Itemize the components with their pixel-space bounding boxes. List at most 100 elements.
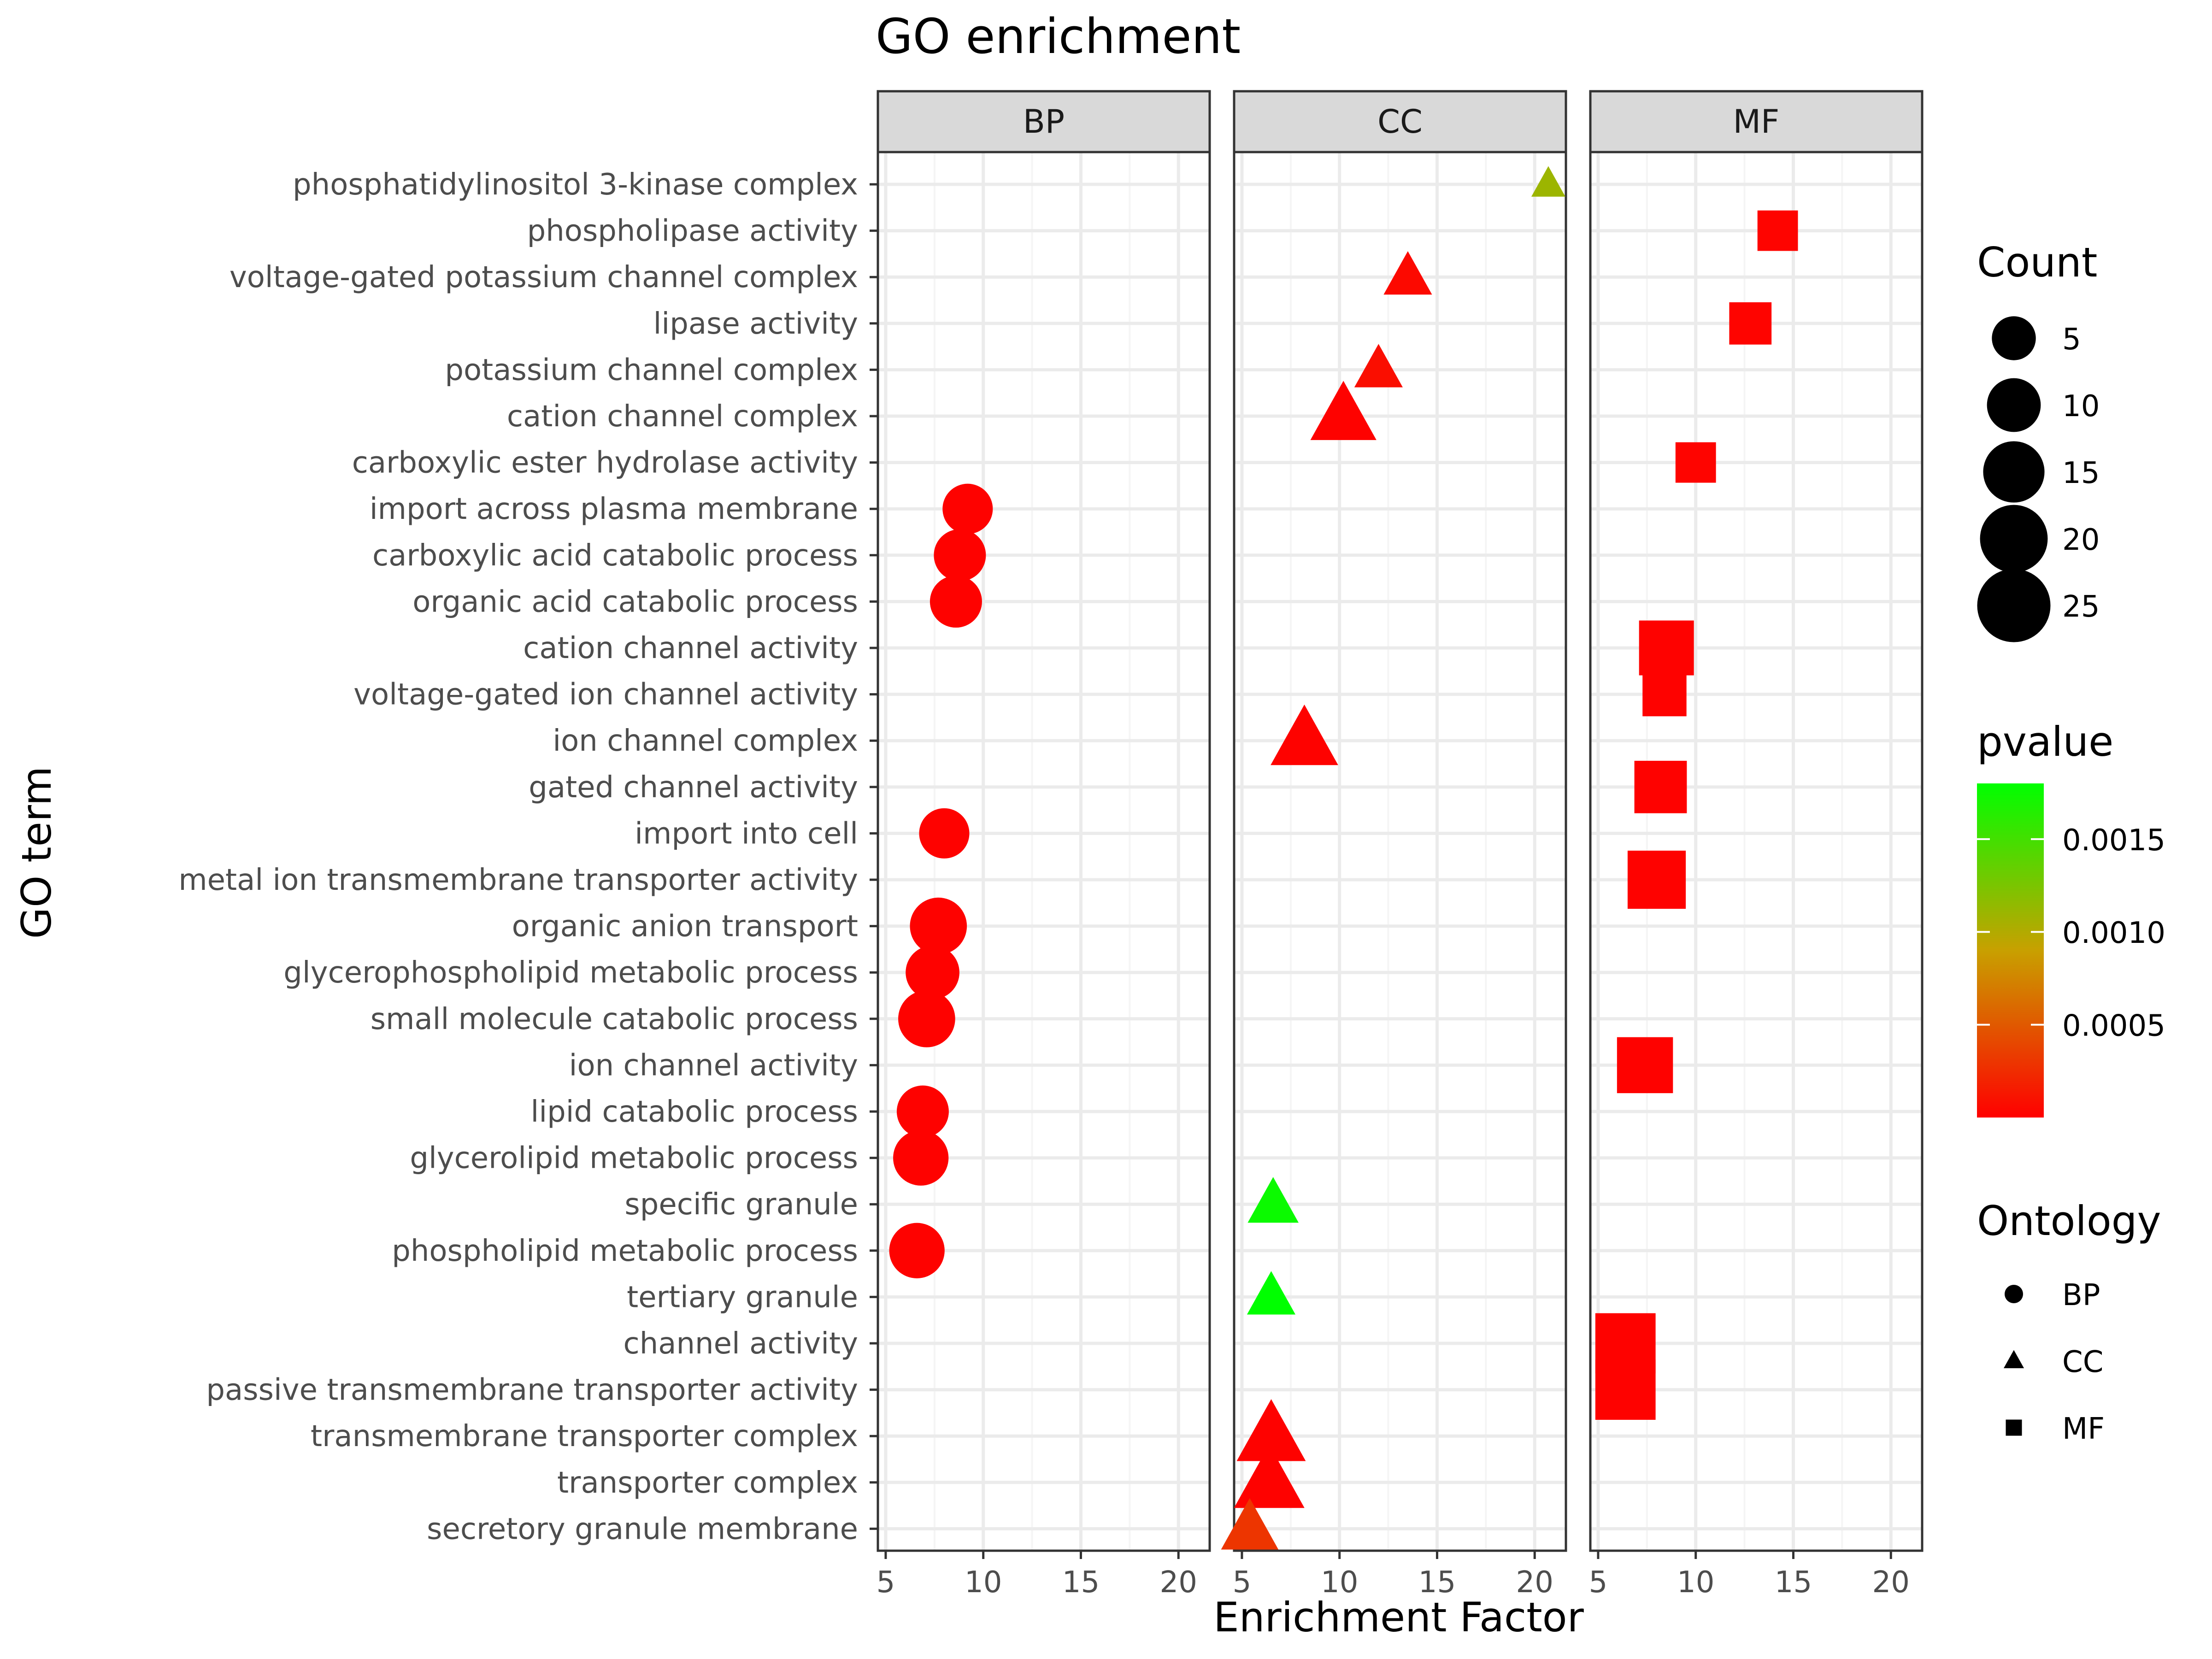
data-point-passive-transmembrane-transporter-activity — [1595, 1359, 1656, 1420]
data-point-tertiary-granule — [1247, 1271, 1296, 1315]
colorbar-tick-label: 0.0015 — [2062, 824, 2165, 858]
facet-strip — [877, 90, 1211, 153]
y-tick-label: lipid catabolic process — [531, 1095, 858, 1129]
data-point-phosphatidylinositol-3-kinase-complex — [1531, 166, 1565, 197]
count-legend-label: 15 — [2062, 456, 2100, 490]
x-tick-label: 5 — [877, 1565, 895, 1600]
x-axis-title: Enrichment Factor — [1213, 1594, 1584, 1641]
data-point-transmembrane-transporter-complex — [1236, 1399, 1306, 1461]
points-mf — [1595, 210, 1798, 1420]
y-tick-label: voltage-gated ion channel activity — [353, 678, 858, 712]
x-tick-label: 5 — [1589, 1565, 1608, 1600]
count-legend: Count 5 10 15 20 25 — [1977, 239, 2100, 642]
data-point-phospholipase-activity — [1757, 210, 1798, 251]
x-tick-label: 20 — [1160, 1565, 1197, 1600]
y-tick-label: carboxylic ester hydrolase activity — [352, 446, 858, 480]
chart-title: GO enrichment — [876, 8, 1241, 65]
y-tick-label: ion channel complex — [553, 724, 858, 758]
facet-panel-bp: BP 5 10 15 20 — [877, 90, 1211, 1600]
y-tick-label: phosphatidylinositol 3-kinase complex — [293, 168, 858, 202]
facet-strip-label: MF — [1733, 103, 1780, 141]
colorbar-tick-label: 0.0005 — [2062, 1009, 2165, 1043]
count-legend-label: 5 — [2062, 323, 2081, 357]
y-tick-label: cation channel complex — [507, 400, 858, 434]
y-tick-label: cation channel activity — [523, 631, 858, 665]
count-legend-key — [1987, 378, 2041, 432]
x-tick-label: 20 — [1516, 1565, 1553, 1600]
data-point-gated-channel-activity — [1634, 760, 1687, 813]
data-point-carboxylic-acid-catabolic-process — [934, 529, 986, 582]
panel-background — [1234, 152, 1566, 1551]
ontology-legend-key-mf — [2006, 1419, 2022, 1436]
ontology-legend-label: MF — [2062, 1412, 2105, 1446]
count-legend-label: 25 — [2062, 590, 2100, 624]
ontology-legend-label: CC — [2062, 1345, 2103, 1379]
data-point-voltage-gated-ion-channel-activity — [1642, 672, 1687, 717]
data-point-import-across-plasma-membrane — [942, 483, 993, 534]
data-point-organic-acid-catabolic-process — [930, 575, 982, 628]
data-point-ion-channel-complex — [1271, 704, 1338, 765]
pvalue-legend-title: pvalue — [1977, 718, 2113, 765]
data-point-glycerophospholipid-metabolic-process — [906, 945, 959, 1000]
y-tick-label: organic acid catabolic process — [412, 585, 858, 619]
data-point-ion-channel-activity — [1617, 1037, 1673, 1094]
data-point-cation-channel-activity — [1639, 620, 1694, 676]
legends: Count 5 10 15 20 25 pvalue 0.0005 0.0010 0.0015 On… — [1977, 239, 2165, 1446]
data-point-organic-anion-transport — [910, 897, 967, 955]
points-cc — [1221, 166, 1565, 1550]
y-tick-label: metal ion transmembrane transporter acti… — [178, 863, 858, 897]
y-axis-tick-labels: phosphatidylinositol 3-kinase complex pho… — [178, 168, 878, 1546]
y-tick-label: import across plasma membrane — [370, 492, 858, 526]
ontology-legend-key-bp — [2005, 1285, 2023, 1303]
y-tick-label: organic anion transport — [512, 910, 858, 944]
y-tick-label: glycerophospholipid metabolic process — [283, 956, 858, 990]
ontology-legend-label: BP — [2062, 1278, 2100, 1312]
data-point-small-molecule-catabolic-process — [898, 990, 955, 1047]
ontology-legend-key-cc — [2003, 1350, 2024, 1368]
y-tick-label: carboxylic acid catabolic process — [372, 539, 858, 573]
data-point-glycerolipid-metabolic-process — [893, 1130, 949, 1186]
x-tick-label: 10 — [965, 1565, 1002, 1600]
x-tick-label: 10 — [1321, 1565, 1358, 1600]
facet-strip-label: CC — [1377, 103, 1423, 141]
data-point-secretory-granule-membrane — [1221, 1498, 1279, 1550]
colorbar-tick-label: 0.0010 — [2062, 916, 2165, 950]
y-axis-title: GO term — [13, 766, 60, 939]
facet-strip — [1233, 90, 1567, 153]
data-point-specific-granule — [1247, 1177, 1299, 1223]
data-point-metal-ion-transmembrane-transporter-activity — [1627, 850, 1686, 909]
x-tick-label: 20 — [1872, 1565, 1910, 1600]
data-point-lipid-catabolic-process — [896, 1085, 949, 1138]
ontology-legend-title: Ontology — [1977, 1197, 2161, 1245]
y-tick-label: glycerolipid metabolic process — [410, 1141, 858, 1176]
x-tick-label: 15 — [1775, 1565, 1812, 1600]
y-tick-label: phospholipid metabolic process — [392, 1234, 858, 1268]
ontology-legend: Ontology BP CC MF — [1977, 1197, 2161, 1446]
x-tick-label: 15 — [1418, 1565, 1456, 1600]
y-tick-label: specific granule — [624, 1188, 858, 1222]
data-point-voltage-gated-potassium-channel-complex — [1383, 251, 1432, 295]
count-legend-label: 10 — [2062, 389, 2100, 424]
count-legend-key — [1980, 505, 2048, 573]
data-point-phospholipid-metabolic-process — [889, 1223, 945, 1278]
data-point-potassium-channel-complex — [1354, 344, 1403, 388]
data-point-lipase-activity — [1729, 302, 1772, 345]
count-legend-key — [1977, 569, 2051, 642]
y-tick-label: gated channel activity — [529, 771, 858, 805]
facet-panels: BP 5 10 15 20 CC 5 10 15 20 MF 5 10 15 20 — [877, 90, 1924, 1600]
y-tick-label: lipase activity — [653, 307, 858, 341]
pvalue-legend: pvalue 0.0005 0.0010 0.0015 — [1977, 718, 2165, 1118]
y-tick-label: channel activity — [624, 1327, 859, 1361]
y-tick-label: phospholipase activity — [527, 214, 858, 248]
y-tick-label: potassium channel complex — [445, 353, 858, 387]
facet-panel-mf: MF 5 10 15 20 — [1589, 90, 1924, 1600]
y-tick-label: ion channel activity — [569, 1048, 858, 1082]
pvalue-colorbar — [1977, 783, 2044, 1118]
y-tick-label: secretory granule membrane — [427, 1512, 858, 1546]
x-tick-label: 10 — [1677, 1565, 1714, 1600]
count-legend-title: Count — [1977, 239, 2097, 286]
y-tick-label: import into cell — [635, 817, 858, 851]
facet-strip-label: BP — [1023, 103, 1065, 141]
y-tick-label: passive transmembrane transporter activi… — [206, 1373, 858, 1407]
y-tick-label: tertiary granule — [627, 1280, 858, 1314]
